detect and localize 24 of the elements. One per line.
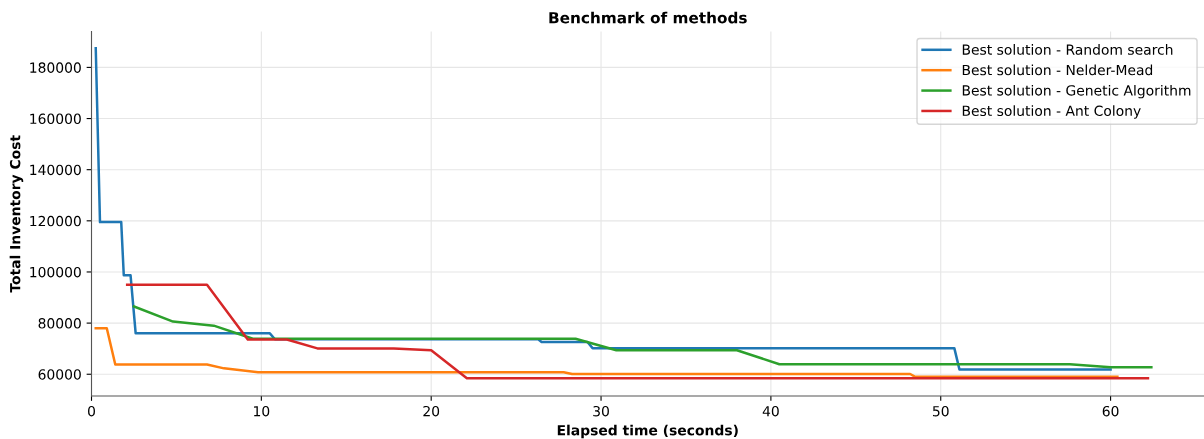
x-axis-title: Elapsed time (seconds) [557,424,738,439]
x-tick-label: 60 [1102,405,1119,417]
x-tick-label: 0 [88,405,95,417]
x-tick-label: 10 [254,405,270,417]
chart-title: Benchmark of methods [549,11,747,24]
y-tick-label: 180000 [30,62,81,73]
y-tick-label: 140000 [30,164,81,176]
x-tick-label: 50 [932,405,949,417]
legend-label: Best solution - Genetic Algorithm [962,84,1191,99]
x-tick-label: 40 [762,405,779,417]
x-tick-label: 20 [423,405,440,417]
line-series [132,305,1153,369]
y-tick-label: 160000 [30,113,81,125]
legend-label: Best solution - Ant Colony [962,105,1141,119]
line-series [94,326,1119,379]
x-tick-label: 30 [593,405,609,417]
y-axis-title: Total Inventory Cost [9,135,24,293]
y-tick-label: 80000 [38,318,81,329]
y-tick-label: 120000 [30,215,81,227]
y-tick-label: 60000 [38,369,81,380]
legend-label: Best solution - Random search [962,44,1173,55]
y-tick-label: 100000 [30,266,81,278]
line-series [125,283,1150,380]
legend-label: Best solution - Nelder-Mead [962,64,1153,76]
